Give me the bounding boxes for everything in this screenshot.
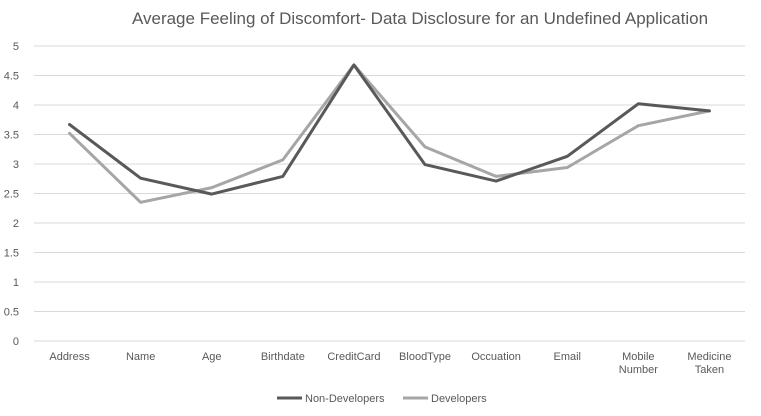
legend: Non-Developers Developers	[277, 393, 487, 405]
y-tick-label: 2.5	[4, 189, 19, 201]
legend-label: Developers	[431, 393, 487, 405]
x-tick-label: BloodType	[399, 351, 451, 363]
y-tick-label: 1	[13, 277, 19, 289]
gridlines	[34, 45, 745, 342]
legend-label: Non-Developers	[305, 393, 385, 405]
y-tick-label: 4	[13, 100, 19, 112]
x-tick-label: Mobile Number	[619, 351, 658, 376]
x-tick-label: Age	[202, 351, 222, 363]
y-axis-ticks: 0 0.5 1 1.5 2 2.5 3 3.5 4 4.5 5	[4, 41, 19, 348]
y-tick-label: 3	[13, 159, 19, 171]
y-tick-label: 0.5	[4, 307, 19, 319]
y-tick-label: 3.5	[4, 130, 19, 142]
x-tick-label: Email	[553, 351, 581, 363]
series-line-developers	[68, 63, 711, 204]
x-axis-ticks: Address Name Age Birthdate CreditCard BloodTy…	[49, 351, 731, 376]
x-tick-label: Occuation	[471, 351, 521, 363]
y-tick-label: 1.5	[4, 248, 19, 260]
x-tick-label: CreditCard	[327, 351, 380, 363]
x-tick-label: Birthdate	[261, 351, 305, 363]
y-tick-label: 4.5	[4, 71, 19, 83]
series-line-non-developers	[68, 63, 711, 196]
y-tick-label: 5	[13, 41, 19, 53]
y-tick-label: 2	[13, 218, 19, 230]
x-tick-label: Address	[49, 351, 90, 363]
series-lines	[68, 63, 711, 204]
x-tick-label: Medicine Taken	[687, 351, 731, 376]
chart-title: Average Feeling of Discomfort- Data Disc…	[132, 9, 708, 28]
x-tick-label: Name	[126, 351, 155, 363]
y-tick-label: 0	[13, 336, 19, 348]
